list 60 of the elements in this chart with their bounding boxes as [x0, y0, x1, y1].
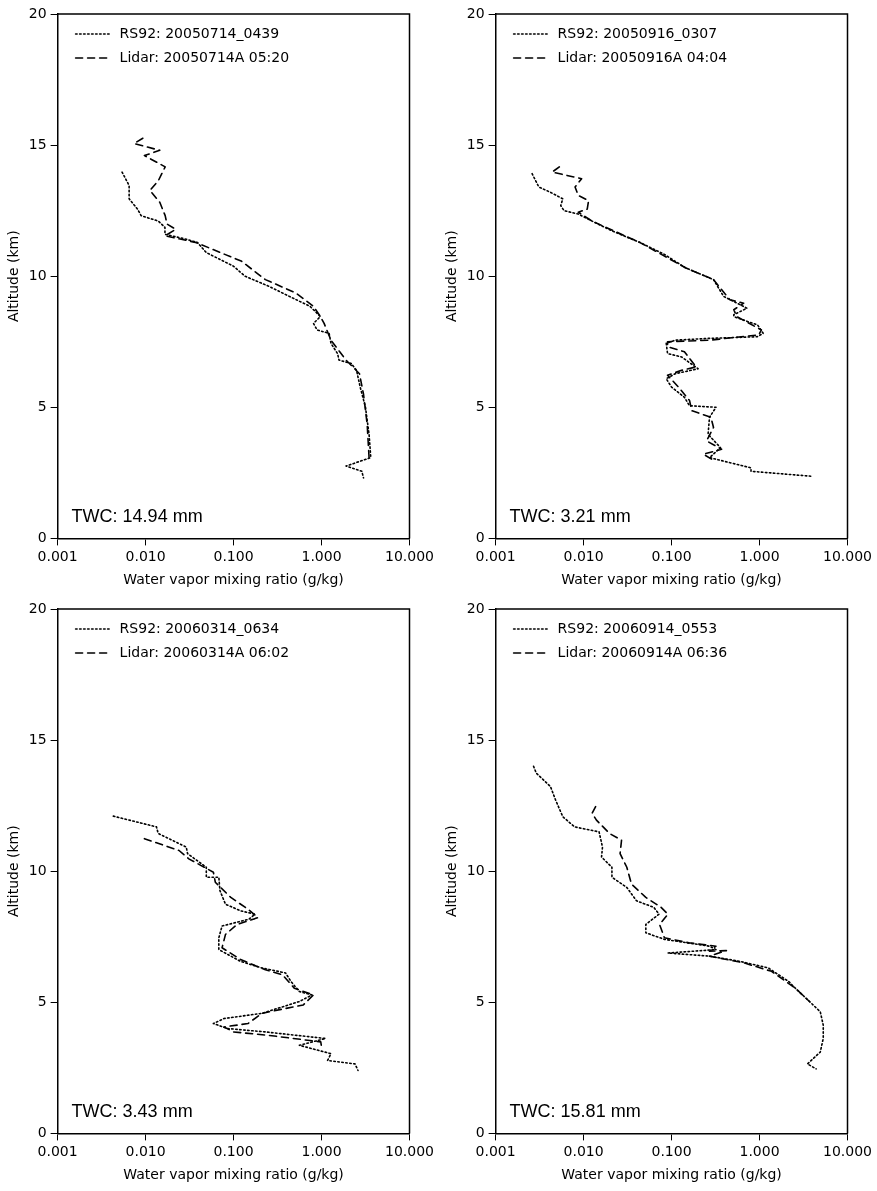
y-axis-title: Altitude (km) [5, 230, 22, 323]
x-tick-label: 10.000 [823, 1143, 873, 1160]
y-tick-label: 5 [475, 397, 485, 414]
y-tick-label: 20 [466, 4, 485, 21]
y-axis-title: Altitude (km) [443, 825, 460, 918]
x-axis-title: Water vapor mixing ratio (g/kg) [123, 1166, 344, 1183]
y-tick-label: 5 [475, 992, 485, 1009]
y-tick-label: 10 [28, 266, 47, 283]
x-tick-label: 0.001 [475, 1143, 516, 1160]
y-tick-label: 15 [466, 730, 485, 747]
x-tick-label: 0.100 [651, 548, 692, 565]
y-tick-label: 10 [466, 266, 485, 283]
y-axis-title: Altitude (km) [5, 825, 22, 918]
y-tick-label: 15 [28, 730, 47, 747]
x-tick-label: 0.010 [563, 548, 604, 565]
x-tick-label: 0.010 [563, 1143, 604, 1160]
x-tick-label: 0.001 [37, 1143, 78, 1160]
x-tick-label: 1.000 [739, 548, 780, 565]
x-tick-label: 0.010 [125, 548, 166, 565]
x-tick-label: 0.100 [213, 548, 254, 565]
y-tick-label: 10 [466, 861, 485, 878]
y-axis-title: Altitude (km) [443, 230, 460, 323]
x-tick-label: 0.001 [37, 548, 78, 565]
legend-label: RS92: 20060914_0553 [557, 619, 718, 636]
x-tick-label: 1.000 [739, 1143, 780, 1160]
y-tick-label: 15 [28, 135, 47, 152]
x-tick-label: 10.000 [823, 548, 873, 565]
x-tick-label: 10.000 [385, 1143, 435, 1160]
annotation: TWC: 14.94 mm [71, 506, 203, 527]
x-axis-title: Water vapor mixing ratio (g/kg) [561, 1166, 782, 1183]
y-tick-label: 20 [466, 599, 485, 616]
x-tick-label: 1.000 [301, 1143, 342, 1160]
y-tick-label: 15 [466, 135, 485, 152]
y-tick-label: 0 [37, 1124, 47, 1141]
annotation: TWC: 3.21 mm [509, 506, 631, 527]
y-tick-label: 20 [28, 4, 47, 21]
x-tick-label: 0.100 [651, 1143, 692, 1160]
x-tick-label: 0.001 [475, 548, 516, 565]
y-tick-label: 10 [28, 861, 47, 878]
y-tick-label: 0 [475, 1124, 485, 1141]
x-tick-label: 1.000 [301, 548, 342, 565]
x-axis-title: Water vapor mixing ratio (g/kg) [123, 571, 344, 588]
legend-label: Lidar: 20050714A 05:20 [119, 48, 290, 65]
y-tick-label: 0 [475, 529, 485, 546]
legend-label: Lidar: 20050916A 04:04 [557, 48, 728, 65]
x-tick-label: 10.000 [385, 548, 435, 565]
x-axis-title: Water vapor mixing ratio (g/kg) [561, 571, 782, 588]
y-tick-label: 20 [28, 599, 47, 616]
x-tick-label: 0.010 [125, 1143, 166, 1160]
annotation: TWC: 15.81 mm [509, 1101, 641, 1122]
legend-label: RS92: 20050916_0307 [557, 24, 718, 41]
x-tick-label: 0.100 [213, 1143, 254, 1160]
legend-label: RS92: 20050714_0439 [119, 24, 280, 41]
legend-label: RS92: 20060314_0634 [119, 619, 280, 636]
annotation: TWC: 3.43 mm [71, 1101, 193, 1122]
y-tick-label: 0 [37, 529, 47, 546]
legend-label: Lidar: 20060914A 06:36 [557, 643, 728, 660]
y-tick-label: 5 [37, 397, 47, 414]
y-tick-label: 5 [37, 992, 47, 1009]
legend-label: Lidar: 20060314A 06:02 [119, 643, 290, 660]
